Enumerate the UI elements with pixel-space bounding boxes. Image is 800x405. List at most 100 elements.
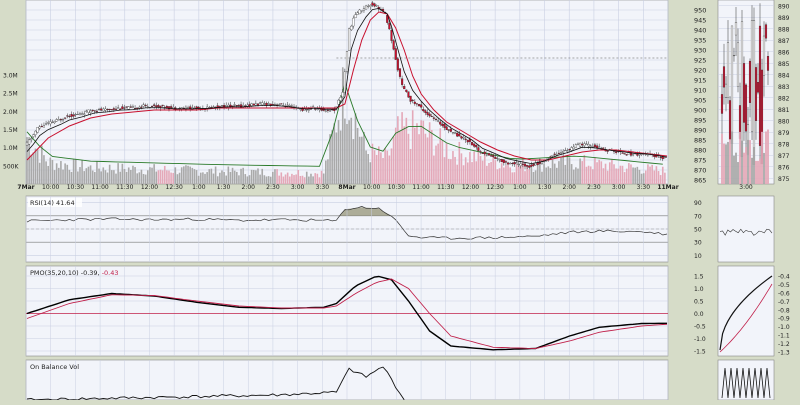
volume-bar — [233, 170, 236, 184]
candle-up — [87, 109, 90, 113]
volume-bar — [564, 164, 567, 184]
candle-up — [127, 106, 130, 110]
pmo-label-separator: , — [98, 269, 102, 277]
side-pmo-tick-label: -0.6 — [778, 290, 790, 297]
candle-up — [589, 145, 592, 147]
volume-bar — [422, 120, 425, 184]
candle-up — [78, 113, 82, 115]
side-candle-up — [750, 20, 754, 132]
volume-bar — [310, 173, 312, 184]
side-price-tick-label: 885 — [778, 61, 790, 68]
volume-bar — [87, 166, 90, 184]
volume-bar — [263, 175, 266, 184]
side-candle-down — [728, 100, 732, 140]
candle-down — [239, 104, 243, 108]
volume-bar — [125, 171, 128, 184]
volume-bar — [492, 153, 495, 184]
time-tick-label: 3:30 — [637, 184, 651, 191]
volume-bar — [507, 164, 509, 184]
volume-bar — [255, 170, 257, 184]
candle-down — [114, 108, 118, 110]
price-axes: 950 945 940 935 930 925 920 915 910 905 900 895 890 8… — [3, 7, 706, 185]
side-candle-down — [720, 94, 724, 114]
volume-bar — [38, 162, 41, 184]
candle-up — [360, 10, 363, 12]
candle-down — [456, 132, 459, 137]
volume-bar — [104, 170, 107, 184]
volume-bar — [98, 168, 100, 184]
side-price-tick-label: 890 — [778, 3, 790, 10]
candle-down — [134, 108, 137, 110]
volume-bar — [210, 168, 213, 184]
candle-down — [521, 163, 524, 165]
side-pmo-tick-label: -1.2 — [778, 341, 790, 348]
rsi-tick-label: 10 — [694, 253, 702, 260]
volume-bar — [352, 139, 355, 184]
time-tick-label: 3:00 — [291, 184, 305, 191]
volume-bar — [293, 175, 295, 184]
candle-up — [233, 104, 236, 106]
side-volume-bar — [757, 160, 759, 184]
side-price-tick-label: 886 — [778, 49, 790, 56]
side-pmo-tick-label: -0.7 — [778, 299, 790, 306]
candle-down — [500, 159, 503, 163]
side-candle-up — [732, 55, 736, 57]
volume-bar — [528, 169, 531, 184]
candle-up — [227, 104, 230, 108]
volume-bar — [363, 131, 365, 184]
candle-up — [354, 14, 357, 19]
candle-down — [59, 119, 62, 121]
candle-up — [261, 102, 264, 106]
candle-down — [625, 154, 628, 156]
price-tick-label: 885 — [694, 137, 706, 145]
candle-up — [587, 144, 590, 147]
volume-bar — [303, 177, 306, 184]
candle-up — [76, 113, 79, 115]
candle-up — [352, 17, 355, 27]
volume-bar — [274, 169, 276, 184]
volume-bar — [30, 154, 33, 184]
time-tick-label: 12:00 — [141, 184, 158, 191]
price-tick-label: 865 — [694, 177, 706, 185]
volume-bar — [585, 166, 588, 184]
volume-bar — [225, 175, 228, 184]
side-volume-bar — [735, 152, 737, 184]
candle-down — [428, 113, 431, 117]
candle-up — [117, 107, 120, 109]
volume-bar — [403, 126, 406, 184]
candle-up — [104, 108, 107, 111]
volume-bar — [522, 159, 524, 184]
volume-bar — [89, 165, 92, 184]
volume-bar — [486, 165, 488, 184]
candle-up — [640, 153, 643, 155]
candle-down — [235, 105, 238, 107]
volume-bar — [505, 165, 507, 184]
candle-down — [112, 108, 115, 110]
side-volume-bar — [745, 147, 747, 184]
volume-bar — [397, 116, 399, 184]
volume-bar — [602, 168, 605, 184]
candle-up — [632, 154, 635, 156]
time-tick-label: 1:00 — [513, 184, 527, 191]
candle-up — [534, 162, 537, 166]
candle-up — [562, 150, 565, 153]
volume-bar — [551, 159, 554, 184]
volume-bar — [66, 164, 69, 184]
candle-up — [42, 125, 46, 128]
candle-down — [615, 151, 618, 153]
candle-up — [307, 109, 310, 111]
volume-bar — [445, 143, 448, 184]
candle-up — [356, 12, 359, 15]
volume-bar — [598, 159, 600, 184]
candle-down — [483, 151, 486, 154]
time-tick-label: 2:30 — [266, 184, 280, 191]
candle-down — [536, 162, 539, 165]
volume-bar — [570, 164, 573, 184]
side-volume-bar — [763, 152, 765, 184]
volume-bar — [414, 127, 416, 184]
candle-up — [89, 110, 92, 113]
candle-up — [576, 143, 580, 146]
candle-down — [407, 91, 410, 98]
side-price-tick-label: 883 — [778, 84, 790, 91]
volume-bar — [377, 146, 380, 184]
